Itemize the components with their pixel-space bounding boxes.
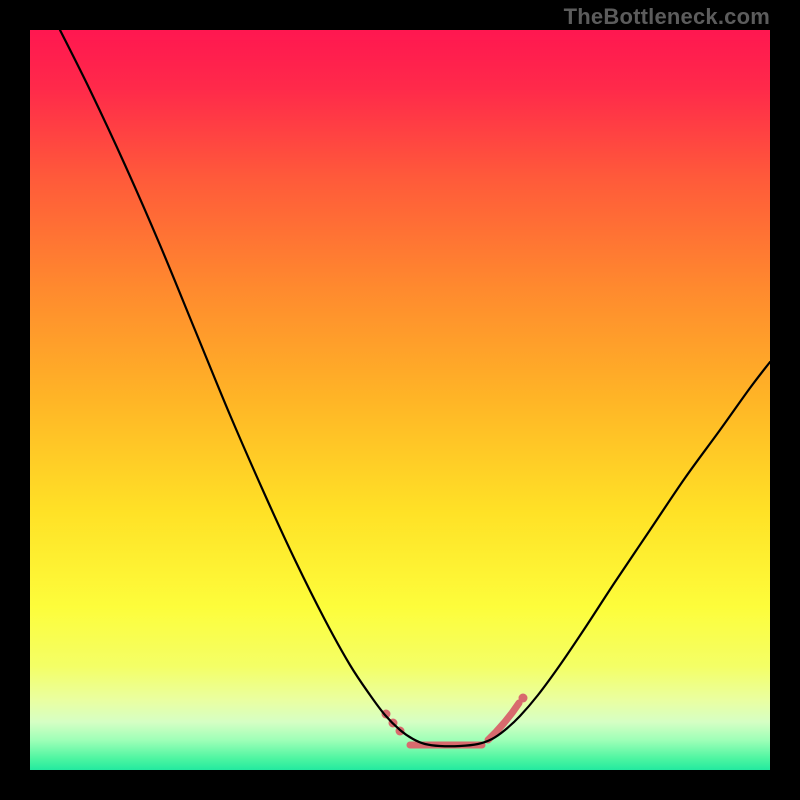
chart-svg — [0, 0, 800, 800]
gradient-background — [30, 30, 770, 770]
